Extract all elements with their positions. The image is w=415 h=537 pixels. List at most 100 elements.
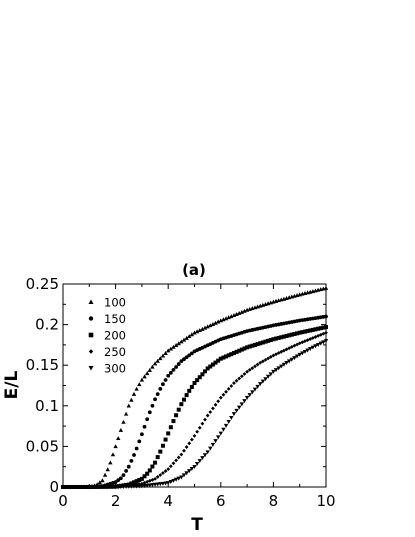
marker-square [260, 340, 265, 345]
marker-square [281, 334, 286, 339]
x-tick-label: 8 [269, 492, 279, 510]
marker-circle [150, 403, 155, 408]
marker-triangle-up [116, 436, 121, 441]
marker-triangle-up [144, 371, 150, 376]
marker-diamond [218, 395, 223, 400]
marker-square [145, 471, 150, 476]
marker-square [263, 339, 268, 344]
marker-square [287, 333, 292, 338]
marker-diamond [324, 330, 328, 335]
marker-triangle-up [110, 452, 116, 457]
marker-triangle-down [244, 395, 250, 400]
marker-triangle-up [155, 358, 160, 363]
marker-triangle-up [192, 330, 197, 335]
marker-triangle-down [292, 356, 297, 361]
marker-diamond [300, 340, 305, 345]
y-tick-label: 0.25 [26, 275, 59, 293]
marker-diamond [161, 471, 165, 475]
marker-triangle-down [247, 393, 252, 398]
marker-diamond [234, 378, 239, 383]
marker-square [174, 413, 179, 418]
marker-triangle-down [171, 478, 176, 483]
marker-diamond [237, 376, 242, 381]
marker-square [216, 358, 221, 363]
marker-square [308, 328, 313, 333]
marker-triangle-up [221, 317, 226, 322]
marker-triangle-down [194, 462, 200, 466]
marker-diamond [226, 387, 231, 391]
marker-square [166, 431, 171, 436]
marker-triangle-down [315, 342, 321, 347]
marker-triangle-down [231, 412, 237, 417]
marker-diamond [182, 448, 186, 453]
marker-square [205, 366, 210, 371]
marker-diamond [88, 349, 94, 354]
marker-circle [147, 410, 152, 415]
marker-triangle-up [126, 403, 131, 408]
marker-diamond [179, 452, 184, 457]
marker-square [321, 325, 326, 330]
marker-triangle-up [88, 299, 94, 304]
marker-triangle-up [239, 309, 245, 314]
legend-label: 150 [104, 312, 126, 326]
legend: 100 150 200 250 300 [88, 296, 126, 376]
marker-triangle-up [121, 419, 126, 424]
marker-triangle-up [158, 356, 163, 361]
marker-triangle-down [313, 344, 318, 349]
marker-triangle-down [263, 377, 268, 382]
marker-diamond [189, 437, 194, 442]
marker-circle [142, 424, 147, 429]
marker-triangle-down [184, 471, 189, 476]
marker-triangle-up [181, 337, 187, 342]
marker-circle [158, 387, 163, 391]
marker-triangle-down [205, 450, 210, 455]
marker-triangle-down [308, 347, 313, 351]
marker-triangle-up [163, 350, 168, 355]
marker-circle [153, 397, 157, 402]
marker-circle [324, 314, 328, 319]
marker-triangle-down [139, 484, 145, 489]
marker-square [197, 375, 202, 380]
marker-diamond [176, 455, 181, 460]
marker-diamond [276, 351, 281, 355]
marker-triangle-down [310, 345, 316, 350]
marker-square [266, 338, 271, 343]
marker-triangle-up [139, 377, 145, 382]
y-tick-label: 0 [49, 478, 59, 496]
marker-square [274, 336, 279, 341]
marker-triangle-up [131, 391, 137, 396]
marker-square [234, 349, 239, 354]
y-axis-label: E/L [2, 371, 22, 400]
marker-triangle-down [300, 351, 305, 356]
marker-square [187, 388, 192, 393]
marker-circle [113, 480, 118, 485]
marker-triangle-up [237, 310, 242, 315]
marker-triangle-down [210, 442, 216, 447]
marker-triangle-up [197, 328, 202, 333]
marker-triangle-up [218, 318, 223, 323]
marker-circle [176, 362, 181, 366]
marker-triangle-down [276, 366, 281, 371]
marker-triangle-down [321, 340, 326, 345]
marker-diamond [208, 410, 213, 414]
marker-diamond [153, 476, 157, 481]
marker-triangle-down [237, 405, 242, 410]
marker-square [258, 341, 263, 346]
marker-diamond [239, 374, 244, 379]
marker-triangle-up [173, 343, 179, 347]
marker-triangle-up [200, 326, 205, 331]
legend-label: 250 [104, 345, 126, 359]
marker-square [213, 360, 218, 365]
marker-triangle-down [223, 423, 229, 428]
marker-circle [155, 392, 160, 397]
marker-triangle-down [229, 416, 234, 421]
marker-square [179, 402, 184, 407]
y-tick-label: 0.05 [26, 437, 59, 455]
marker-triangle-up [134, 386, 139, 391]
marker-diamond [242, 372, 247, 376]
marker-triangle-up [194, 329, 200, 334]
marker-square [271, 337, 276, 342]
marker-circle [184, 355, 189, 360]
marker-triangle-down [250, 390, 255, 395]
